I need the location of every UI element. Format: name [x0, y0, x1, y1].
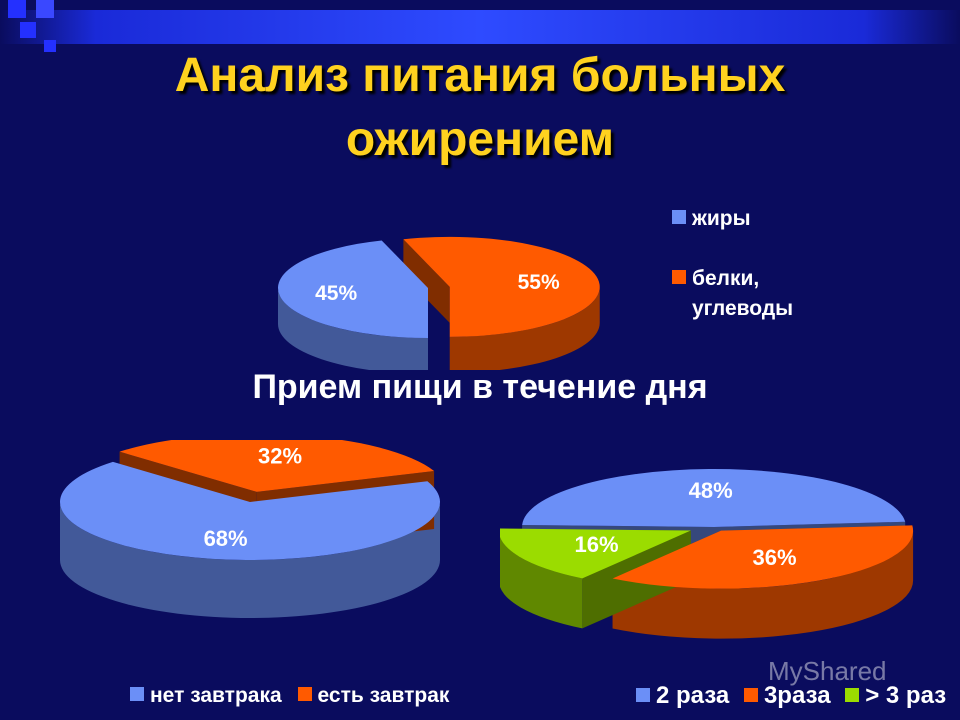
legend-swatch [636, 688, 650, 702]
corner-decor-square [20, 22, 36, 38]
legend-label: 3раза [763, 682, 831, 709]
pie-chart-nutrients: 45% 55% [278, 236, 600, 370]
legend-label: нет завтрака [150, 684, 282, 707]
legend-label: > 3 раз [865, 682, 947, 709]
pie-slice-label: 68% [204, 526, 248, 551]
pie-slice [119, 440, 435, 492]
pie-slice-rim [60, 502, 440, 618]
watermark: MyShared [768, 656, 887, 686]
chart-subtitle: Прием пищи в течение дня [252, 368, 708, 406]
pie-slice [612, 525, 914, 589]
pie-slice-label: 16% [575, 532, 619, 557]
legend-swatch [672, 210, 686, 224]
legend-swatch [743, 688, 758, 702]
pie-chart-meals: 48% 36% 16% [500, 468, 914, 639]
corner-decor-square [36, 0, 54, 18]
legend-pie2: нет завтрака есть завтрак [130, 684, 449, 708]
legend-label: есть завтрак [317, 684, 450, 707]
corner-decor-square [44, 40, 56, 52]
pie-slice-label: 55% [518, 271, 560, 294]
pie-slice-label: 32% [258, 444, 302, 469]
pie-slice-side [403, 239, 600, 370]
pie-slice [522, 468, 906, 527]
legend-label: белки, [692, 267, 760, 290]
legend-swatch [672, 270, 686, 284]
pie-slice-label: 45% [315, 282, 357, 305]
pie-slice [278, 240, 428, 338]
pie-slice-rim [278, 288, 428, 370]
pie-slice-rim [612, 530, 914, 639]
pie-slice-rim [500, 536, 583, 629]
corner-decor-square [8, 0, 26, 18]
legend-item: жиры [672, 204, 793, 234]
pie-chart-breakfast: 68% 32% [60, 440, 441, 618]
slide-title-line1: Анализ питания больных [174, 49, 786, 102]
pie-slice [60, 461, 441, 560]
pie-slice [500, 528, 691, 579]
pie-slice-label: 48% [689, 478, 733, 503]
legend-swatch [297, 687, 312, 701]
legend-item: белки, [672, 264, 793, 294]
legend-swatch [130, 687, 144, 701]
pie-slice-label: 36% [752, 545, 796, 570]
legend-item-continuation: углеводы [692, 297, 794, 320]
pie-slice-rim [449, 286, 600, 370]
pie-slice-wall [403, 239, 450, 323]
top-decor-bar [0, 10, 960, 44]
legend-label: жиры [692, 207, 751, 230]
legend-label: 2 раза [656, 682, 730, 709]
slide-title-line2: ожирением [345, 113, 615, 166]
pie-slice [403, 236, 600, 337]
legend-pie3: 2 раза 3раза > 3 раз [636, 682, 946, 710]
legend-swatch [845, 688, 860, 702]
legend-pie1: жиры белки, углеводы [672, 204, 793, 324]
